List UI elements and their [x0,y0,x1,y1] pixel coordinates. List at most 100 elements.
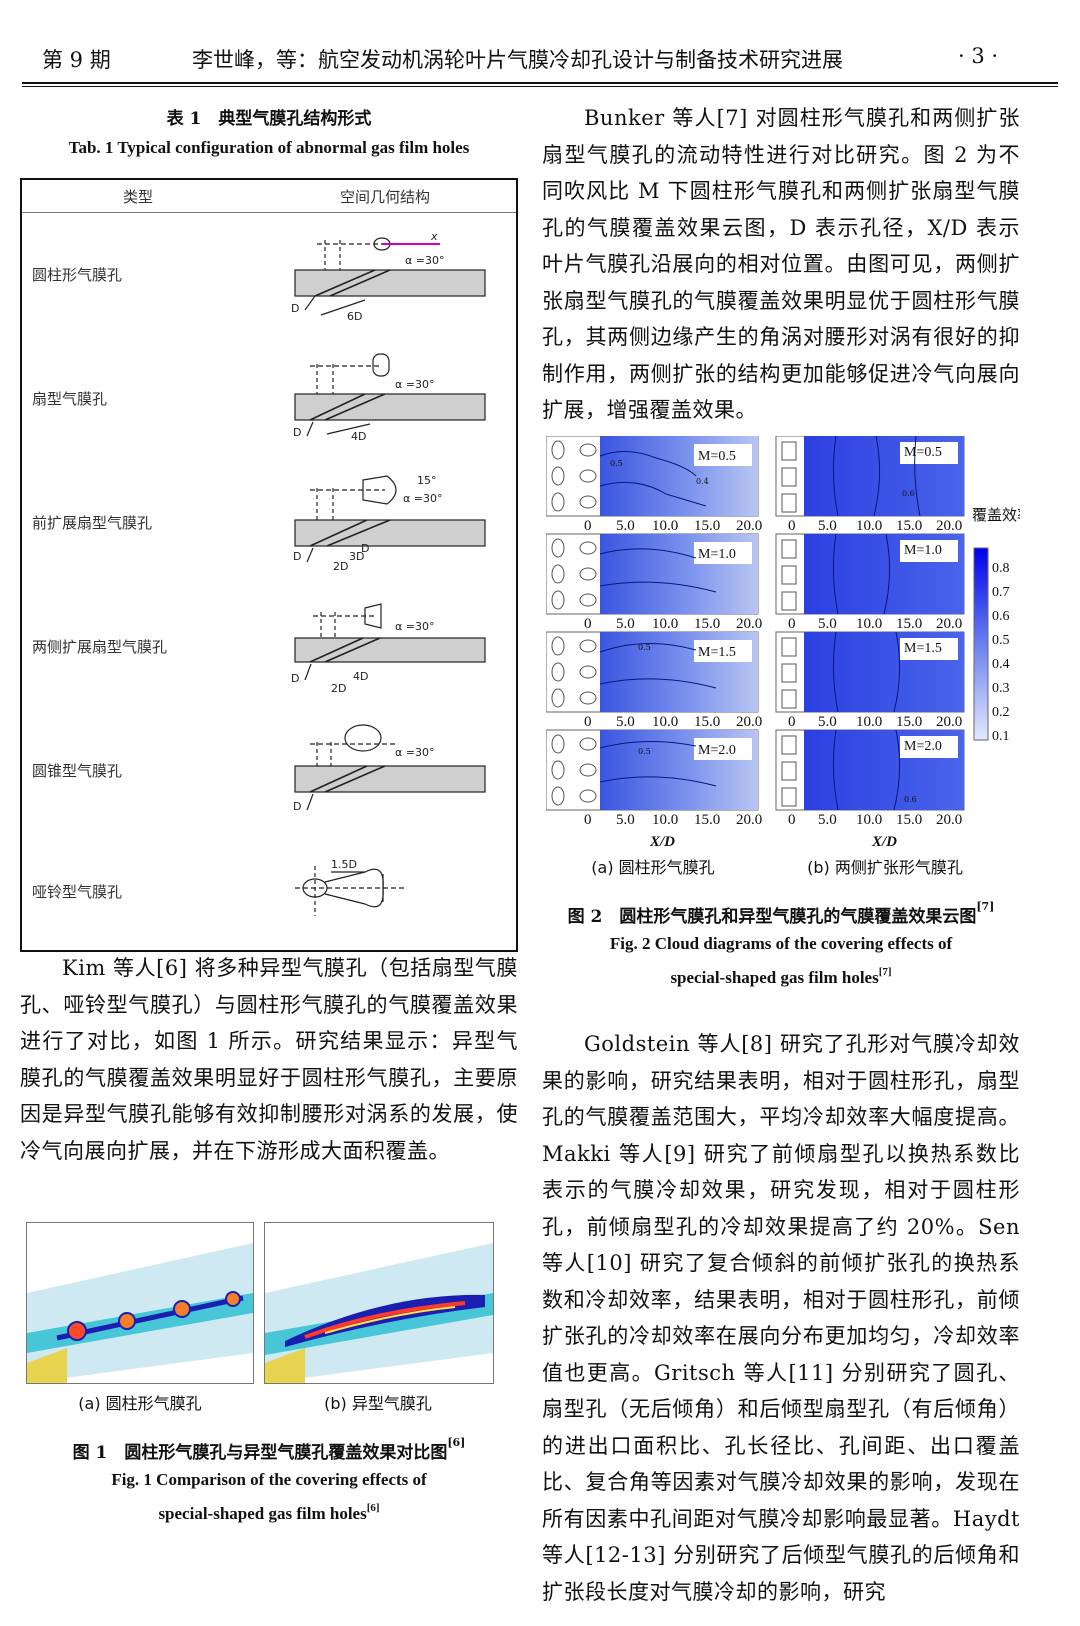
xtick: 20.0 [736,518,762,534]
xtick: 5.0 [818,714,837,730]
xtick: 20.0 [936,616,962,632]
table-row: 扇型气膜孔 α =30° D 4D [21,337,517,461]
xtick: 0 [788,714,796,730]
paragraph-goldstein: Goldstein 等人[8] 研究了孔形对气膜冷却效果的影响，研究结果表明，相… [542,1032,1020,1604]
figure2-caption-en-ref: [7] [878,966,892,978]
xlabel-a: X/D [649,834,675,850]
table1-header-geometry: 空间几何结构 [254,179,517,213]
panel-b-label: M=2.0 [904,739,942,754]
xtick: 20.0 [936,812,962,828]
figure1-image-b [264,1222,494,1384]
figure1-caption-cn-ref: [6] [447,1436,466,1449]
hole-type-name: 扇型气膜孔 [32,390,108,408]
contour-label: 0.6 [902,489,915,498]
label-alpha: α =30° [395,620,434,633]
right-paragraph-1: Bunker 等人[7] 对圆柱形气膜孔和两侧扩张扇型气膜孔的流动特性进行对比研… [542,100,1020,429]
figure1-caption-cn-text: 图 1 圆柱形气膜孔与异型气膜孔覆盖效果对比图 [72,1443,448,1463]
xtick: 15.0 [694,616,720,632]
label-d: D [293,550,301,563]
figure1-caption-cn: 图 1 圆柱形气膜孔与异型气膜孔覆盖效果对比图[6] [20,1436,518,1463]
left-paragraph: Kim 等人[6] 将多种异型气膜孔（包括扇型气膜孔、哑铃型气膜孔）与圆柱形气膜… [20,950,518,1169]
xtick: 5.0 [818,518,837,534]
xtick: 5.0 [818,616,837,632]
xtick: 10.0 [652,812,678,828]
figure2-caption-en-1: Fig. 2 Cloud diagrams of the covering ef… [609,934,953,953]
figure1-image-a [26,1222,254,1384]
label-1.5d: 1.5D [331,858,357,871]
xtick: 0 [584,518,592,534]
hole-type-name: 前扩展扇型气膜孔 [32,514,153,532]
colorbar-tick: 0.8 [992,561,1010,576]
figure2: 0.5 0.4 0.5 0.5 M=0.5 M=1.0 M=1.5 M=2.0 [545,435,1032,872]
figure2-caption-en-2-text: special-shaped gas film holes [670,968,879,987]
xtick: 10.0 [856,616,882,632]
colorbar-tick: 0.2 [992,705,1010,720]
xtick: 20.0 [736,616,762,632]
table1-header-type: 类型 [21,179,254,213]
xtick: 15.0 [896,714,922,730]
label-x: x [430,230,438,243]
contour-label: 0.5 [638,747,651,756]
table-row: 前扩展扇型气膜孔 15° α =30° D 3D 2D D [21,461,517,585]
contour-label: 0.6 [904,795,917,804]
label-15: 15° [417,474,437,487]
hole-diagram-dumbbell: 1.5D [254,833,517,951]
header-rule [22,82,1058,84]
xticks-a: 0 5.0 10.0 15.0 20.0 0 5.0 10.0 15.0 20.… [584,518,762,828]
contour-label: 0.4 [696,477,709,486]
figure1-caption-en-2: special-shaped gas film holes[6] [20,1502,518,1524]
panel-b-label: M=1.0 [904,543,942,558]
xlabel-b: X/D [871,834,897,850]
label-3d: 3D [349,550,364,563]
xtick: 0 [788,616,796,632]
right-paragraph-2: Goldstein 等人[8] 研究了孔形对气膜冷却效果的影响，研究结果表明，相… [542,1026,1020,1610]
xtick: 15.0 [694,518,720,534]
label-6d: 6D [347,310,362,323]
figure2-column-b: 0.6 0.6 M=0.5 M=1.0 M=1.5 M=2.0 [775,435,965,811]
label-d2: D [361,542,369,555]
figure2-caption-cn-text: 图 2 圆柱形气膜孔和异型气膜孔的气膜覆盖效果云图 [567,907,977,927]
xtick: 10.0 [856,714,882,730]
colorbar: 覆盖效率 0.8 0.7 0.6 0.5 0.4 0.3 0.2 0.1 [972,506,1032,744]
figure2-column-a: 0.5 0.4 0.5 0.5 M=0.5 M=1.0 M=1.5 M=2.0 [545,435,759,811]
label-d: D [293,800,301,813]
label-alpha: α =30° [403,492,442,505]
colorbar-tick: 0.7 [992,585,1010,600]
panel-b-label: M=1.5 [904,641,942,656]
figure1-sublabel-b: (b) 异型气膜孔 [324,1394,432,1413]
colorbar-tick: 0.6 [992,609,1010,624]
hole-diagram-forward-fan: 15° α =30° D 3D 2D D [254,461,517,585]
label-2d: 2D [331,682,346,695]
hole-diagram-conical: α =30° D [254,709,517,833]
xtick: 20.0 [936,518,962,534]
issue-number: 第 9 期 [42,48,111,72]
figure2-caption-en-2: special-shaped gas film holes[7] [542,966,1020,988]
figure1-sublabel-a: (a) 圆柱形气膜孔 [78,1394,202,1413]
colorbar-title: 覆盖效率 [972,506,1020,524]
panel-a-label: M=2.0 [698,743,736,758]
hole-type-name: 哑铃型气膜孔 [32,882,123,901]
panel-a-label: M=0.5 [698,449,736,464]
running-title: 李世峰，等：航空发动机涡轮叶片气膜冷却孔设计与制备技术研究进展 [192,48,843,72]
xtick: 0 [584,812,592,828]
xtick: 5.0 [616,518,635,534]
xtick: 0 [788,518,796,534]
hole-diagram-fan: α =30° D 4D [254,337,517,461]
paragraph-bunker: Bunker 等人[7] 对圆柱形气膜孔和两侧扩张扇型气膜孔的流动特性进行对比研… [542,106,1020,422]
xtick: 20.0 [936,714,962,730]
figure2-sublabel-b: (b) 两侧扩张形气膜孔 [807,858,963,877]
figure2-sublabel-a: (a) 圆柱形气膜孔 [591,858,715,877]
colorbar-tick: 0.1 [992,729,1010,744]
table1-caption-cn: 表 1 典型气膜孔结构形式 [166,109,372,129]
paragraph-kim: Kim 等人[6] 将多种异型气膜孔（包括扇型气膜孔、哑铃型气膜孔）与圆柱形气膜… [20,956,518,1163]
xtick: 10.0 [652,616,678,632]
table-row: 圆锥型气膜孔 α =30° D [21,709,517,833]
colorbar-tick: 0.5 [992,633,1010,648]
label-alpha: α =30° [395,746,434,759]
hole-type-name: 两侧扩展扇型气膜孔 [32,638,168,656]
xtick: 5.0 [616,616,635,632]
label-alpha: α =30° [395,378,434,391]
figure1-caption-en-ref: [6] [366,1502,380,1514]
xtick: 5.0 [818,812,837,828]
label-d: D [291,672,299,685]
